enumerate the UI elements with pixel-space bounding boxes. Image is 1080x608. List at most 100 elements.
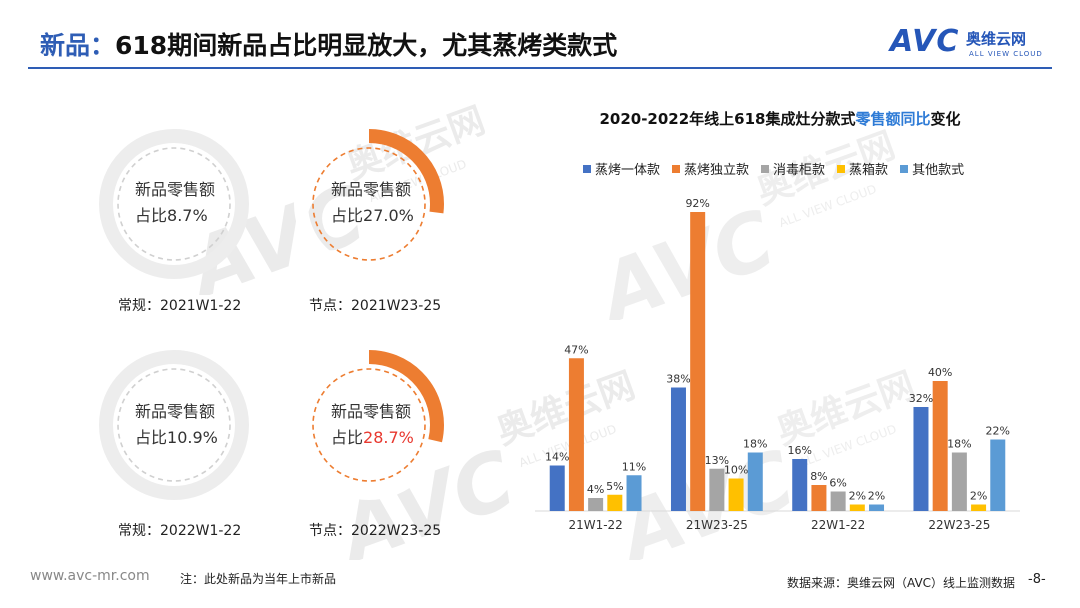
page-title-prefix: 新品： — [40, 31, 116, 60]
bar-value-label: 5% — [606, 480, 623, 493]
donut-label-value: 10.9% — [167, 428, 218, 447]
donut-2022-regular-label: 新品零售额 占比10.9% — [135, 399, 218, 451]
legend-item: 消毒柜款 — [761, 159, 825, 178]
bar-value-label: 11% — [622, 460, 646, 473]
donut-dashed-ring — [117, 368, 231, 482]
chart-title-part2: 零售额同比 — [855, 110, 931, 128]
donut-2022-node-label: 新品零售额 占比28.7% — [331, 399, 414, 451]
chart-legend: 蒸烤一体款 蒸烤独立款 消毒柜款 蒸箱款 其他款式 — [583, 159, 964, 178]
bar-value-label: 2% — [849, 490, 866, 503]
chart-title-part1: 2020-2022年线上618集成灶分款式 — [599, 110, 856, 128]
donut-label-prefix: 占比 — [331, 206, 364, 225]
logo-cn-name: 奥维云网 — [966, 30, 1027, 48]
footer-note: 注：此处新品为当年上市新品 — [180, 572, 337, 586]
bar-value-label: 8% — [810, 470, 827, 483]
bar-value-label: 2% — [868, 490, 885, 503]
bar — [951, 452, 967, 511]
donut-2021-node-label: 新品零售额 占比27.0% — [331, 177, 414, 229]
bar — [913, 407, 929, 511]
bar — [588, 498, 604, 511]
donut-2022-node-caption: 节点：2022W23-25 — [309, 523, 442, 539]
donut-share-arc — [99, 350, 249, 500]
bar-value-label: 6% — [829, 477, 846, 490]
legend-swatch — [900, 164, 909, 173]
donut-dashed-ring — [312, 147, 426, 261]
footer-url: www.avc-mr.com — [30, 568, 150, 584]
page-title: 新品：618期间新品占比明显放大，尤其蒸烤类款式 — [40, 26, 617, 62]
bar-value-label: 16% — [787, 444, 811, 457]
bar — [568, 358, 584, 511]
bar — [869, 504, 885, 511]
bar — [971, 504, 987, 511]
bar — [670, 387, 686, 511]
bar-value-label: 47% — [564, 343, 588, 356]
chart-title-part3: 变化 — [930, 110, 961, 128]
bar-value-label: 38% — [666, 373, 690, 386]
donut-dashed-ring — [117, 147, 231, 261]
legend-item: 其他款式 — [900, 159, 964, 178]
donut-2021-node-caption: 节点：2021W23-25 — [309, 298, 442, 314]
donut-label-prefix: 占比 — [135, 428, 168, 447]
bar — [932, 381, 948, 511]
donut-2021-regular — [99, 129, 249, 279]
bar-value-label: 18% — [743, 438, 767, 451]
donut-2021-regular-label: 新品零售额 占比8.7% — [135, 177, 215, 229]
x-tick-label: 21W23-25 — [686, 518, 748, 532]
bar — [607, 494, 623, 511]
donut-label-prefix: 占比 — [331, 428, 364, 447]
x-tick-label: 22W23-25 — [928, 518, 990, 532]
legend-item: 蒸箱款 — [837, 159, 888, 178]
donut-share-arc — [294, 350, 444, 500]
logo-mark: AVC — [890, 24, 960, 59]
donut-label-title: 新品零售额 — [135, 180, 216, 199]
donut-2021-node — [294, 129, 444, 279]
bar-value-label: 40% — [928, 366, 952, 379]
legend-label: 蒸箱款 — [849, 163, 889, 178]
legend-swatch — [761, 164, 770, 173]
bar — [626, 475, 642, 511]
donut-2021-regular-caption: 常规：2021W1-22 — [118, 298, 242, 314]
page-number: -8- — [1028, 572, 1046, 587]
donut-label-value: 27.0% — [363, 206, 414, 225]
title-divider — [28, 67, 1052, 69]
bar-value-label: 13% — [705, 454, 729, 467]
legend-item: 蒸烤独立款 — [672, 159, 749, 178]
logo-en-name: ALL VIEW CLOUD — [969, 50, 1043, 58]
bar-chart: 14% 47% 4% 5% 11% 21W1-22 38% 92% 13%10% 18% 21W23… — [535, 197, 1020, 532]
bar — [690, 212, 706, 511]
donut-label-title: 新品零售额 — [331, 180, 412, 199]
legend-swatch — [672, 164, 681, 173]
x-tick-label: 21W1-22 — [568, 518, 622, 532]
bar — [728, 478, 744, 511]
donut-dashed-ring — [312, 368, 426, 482]
legend-label: 其他款式 — [912, 163, 965, 178]
donut-label-prefix: 占比 — [135, 206, 168, 225]
bar-value-label: 32% — [909, 392, 933, 405]
bar-value-label: 22% — [986, 425, 1010, 438]
legend-label: 蒸烤一体款 — [595, 163, 661, 178]
donut-label-title: 新品零售额 — [135, 402, 216, 421]
bar — [811, 485, 827, 511]
donut-share-arc — [99, 129, 249, 279]
bar — [549, 465, 565, 511]
bar — [747, 452, 763, 511]
donut-label-value: 28.7% — [363, 428, 414, 447]
brand-logo: AVC 奥维云网 ALL VIEW CLOUD — [890, 24, 1060, 66]
bar-value-label: 14% — [545, 451, 569, 464]
legend-label: 消毒柜款 — [773, 163, 826, 178]
bar-value-label: 18% — [947, 438, 971, 451]
bar-value-label: 92% — [685, 197, 709, 210]
donut-2022-regular — [99, 350, 249, 500]
bar — [709, 468, 725, 511]
legend-swatch — [837, 164, 846, 173]
donut-label-value: 8.7% — [167, 206, 208, 225]
x-tick-label: 22W1-22 — [811, 518, 865, 532]
bar — [792, 459, 808, 511]
donut-2022-node — [294, 350, 444, 500]
legend-label: 蒸烤独立款 — [684, 163, 750, 178]
bar-value-label: 10% — [724, 464, 748, 477]
data-source: 数据来源：奥维云网（AVC）线上监测数据 — [787, 576, 1016, 590]
donut-share-arc — [294, 129, 444, 279]
bar — [849, 504, 865, 511]
donut-label-title: 新品零售额 — [331, 402, 412, 421]
